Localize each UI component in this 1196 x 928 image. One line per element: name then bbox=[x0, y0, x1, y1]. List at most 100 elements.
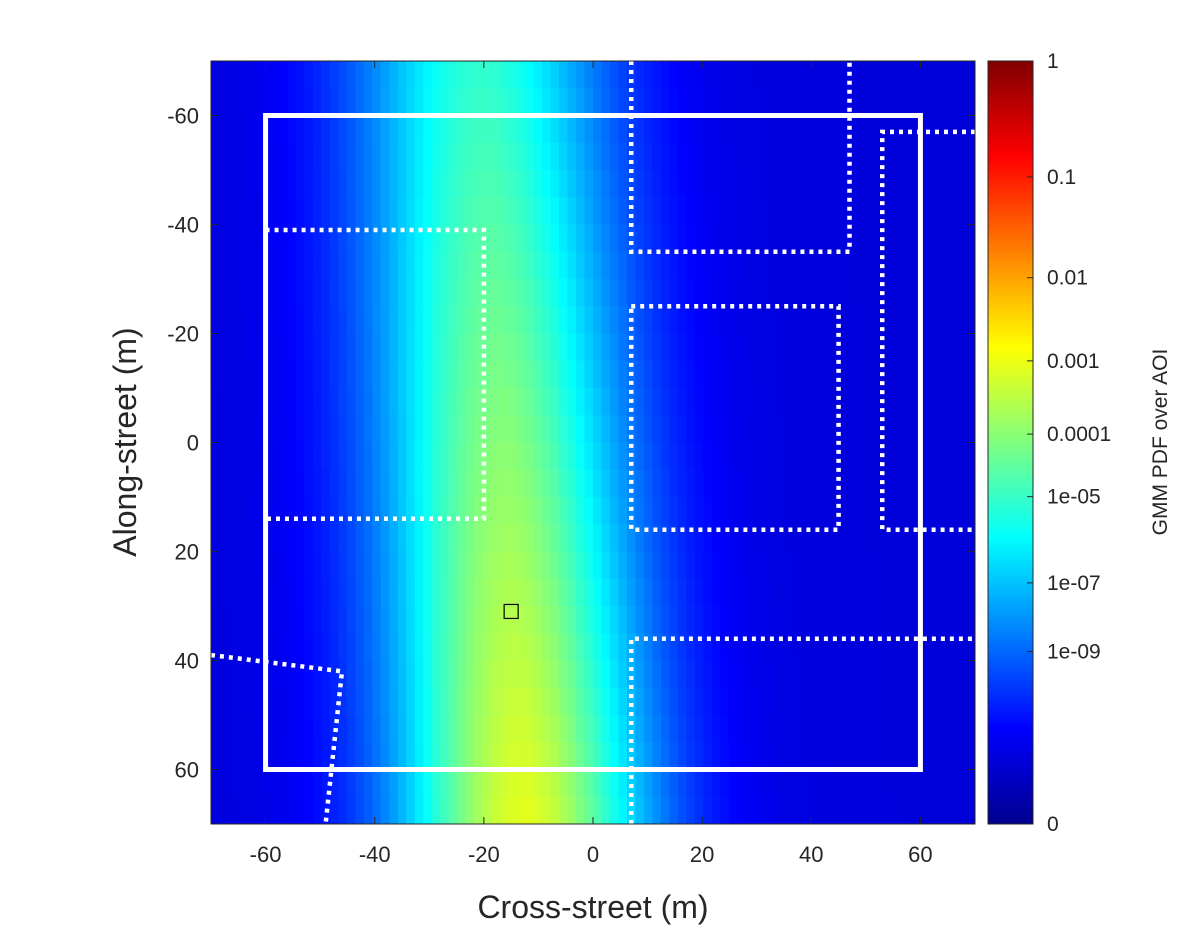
heatmap-cell bbox=[771, 606, 781, 634]
heatmap-cell bbox=[363, 769, 373, 798]
heatmap-cell bbox=[211, 687, 221, 716]
heatmap-cell bbox=[431, 497, 441, 525]
heatmap-cell bbox=[847, 769, 857, 798]
heatmap-cell bbox=[457, 61, 467, 89]
heatmap-cell bbox=[474, 360, 484, 389]
heatmap-cell bbox=[499, 469, 509, 498]
heatmap-cell bbox=[703, 742, 713, 771]
heatmap-cell bbox=[576, 170, 586, 198]
heatmap-cell bbox=[236, 333, 246, 362]
heatmap-cell bbox=[355, 769, 365, 798]
heatmap-cell bbox=[966, 142, 975, 171]
heatmap-cell bbox=[822, 742, 832, 771]
heatmap-cell bbox=[499, 551, 509, 580]
heatmap-cell bbox=[881, 279, 891, 307]
heatmap-cell bbox=[304, 524, 314, 553]
heatmap-cell bbox=[482, 333, 492, 362]
heatmap-cell bbox=[703, 796, 713, 824]
heatmap-cell bbox=[703, 551, 713, 580]
heatmap-cell bbox=[236, 306, 246, 335]
heatmap-cell bbox=[389, 142, 399, 171]
heatmap-cell bbox=[287, 142, 297, 171]
heatmap-cell bbox=[958, 333, 968, 362]
heatmap-cell bbox=[796, 360, 806, 389]
heatmap-cell bbox=[389, 61, 399, 89]
heatmap-cell bbox=[389, 115, 399, 144]
heatmap-cell bbox=[686, 197, 696, 226]
heatmap-cell bbox=[788, 279, 798, 307]
heatmap-cell bbox=[932, 279, 942, 307]
heatmap-cell bbox=[745, 388, 755, 416]
heatmap-cell bbox=[457, 170, 467, 198]
heatmap-cell bbox=[389, 660, 399, 689]
heatmap-cell bbox=[618, 415, 628, 444]
heatmap-cell bbox=[805, 442, 815, 471]
heatmap-cell bbox=[788, 551, 798, 580]
heatmap-cell bbox=[270, 388, 280, 416]
heatmap-cell bbox=[253, 142, 263, 171]
heatmap-cell bbox=[533, 170, 543, 198]
heatmap-cell bbox=[397, 142, 407, 171]
heatmap-cell bbox=[601, 388, 611, 416]
heatmap-cell bbox=[830, 142, 840, 171]
heatmap-cell bbox=[864, 279, 874, 307]
heatmap-cell bbox=[635, 333, 645, 362]
heatmap-cell bbox=[304, 170, 314, 198]
heatmap-cell bbox=[414, 497, 424, 525]
heatmap-cell bbox=[584, 660, 594, 689]
heatmap-cell bbox=[559, 715, 569, 743]
heatmap-cell bbox=[550, 715, 560, 743]
heatmap-cell bbox=[694, 687, 704, 716]
heatmap-cell bbox=[779, 142, 789, 171]
heatmap-cell bbox=[745, 142, 755, 171]
heatmap-cell bbox=[253, 251, 263, 280]
heatmap-cell bbox=[482, 224, 492, 253]
heatmap-cell bbox=[626, 142, 637, 171]
x-axis-label: Cross-street (m) bbox=[477, 889, 708, 925]
heatmap-cell bbox=[312, 796, 322, 824]
heatmap-cell bbox=[847, 197, 857, 226]
heatmap-cell bbox=[346, 415, 356, 444]
heatmap-cell bbox=[346, 742, 356, 771]
heatmap-cell bbox=[244, 742, 255, 771]
heatmap-cell bbox=[890, 61, 900, 89]
heatmap-cell bbox=[474, 170, 484, 198]
heatmap-cell bbox=[227, 442, 238, 471]
heatmap-cell bbox=[525, 142, 535, 171]
heatmap-cell bbox=[830, 442, 840, 471]
heatmap-cell bbox=[355, 88, 365, 117]
heatmap-cell bbox=[958, 306, 968, 335]
heatmap-cell bbox=[720, 360, 730, 389]
heatmap-cell bbox=[576, 796, 586, 824]
heatmap-cell bbox=[660, 170, 670, 198]
heatmap-cell bbox=[278, 251, 288, 280]
heatmap-cell bbox=[321, 551, 331, 580]
heatmap-cell bbox=[465, 742, 475, 771]
heatmap-cell bbox=[380, 279, 390, 307]
heatmap-cell bbox=[304, 224, 314, 253]
heatmap-cell bbox=[694, 742, 704, 771]
heatmap-cell bbox=[304, 551, 314, 580]
heatmap-cell bbox=[542, 197, 552, 226]
heatmap-cell bbox=[813, 224, 823, 253]
heatmap-cell bbox=[864, 61, 874, 89]
heatmap-cell bbox=[533, 360, 543, 389]
heatmap-cell bbox=[346, 660, 356, 689]
heatmap-cell bbox=[694, 715, 704, 743]
heatmap-cell bbox=[677, 442, 687, 471]
heatmap-cell bbox=[890, 142, 900, 171]
heatmap-cell bbox=[754, 715, 764, 743]
heatmap-cell bbox=[576, 551, 586, 580]
heatmap-cell bbox=[711, 224, 721, 253]
heatmap-cell bbox=[482, 606, 492, 634]
heatmap-cell bbox=[236, 360, 246, 389]
heatmap-cell bbox=[958, 551, 968, 580]
heatmap-cell bbox=[397, 796, 407, 824]
heatmap-cell bbox=[924, 88, 934, 117]
heatmap-cell bbox=[499, 633, 509, 662]
heatmap-cell bbox=[244, 142, 255, 171]
heatmap-cell bbox=[873, 524, 883, 553]
heatmap-cell bbox=[924, 333, 934, 362]
heatmap-cell bbox=[822, 61, 832, 89]
heatmap-cell bbox=[601, 251, 611, 280]
